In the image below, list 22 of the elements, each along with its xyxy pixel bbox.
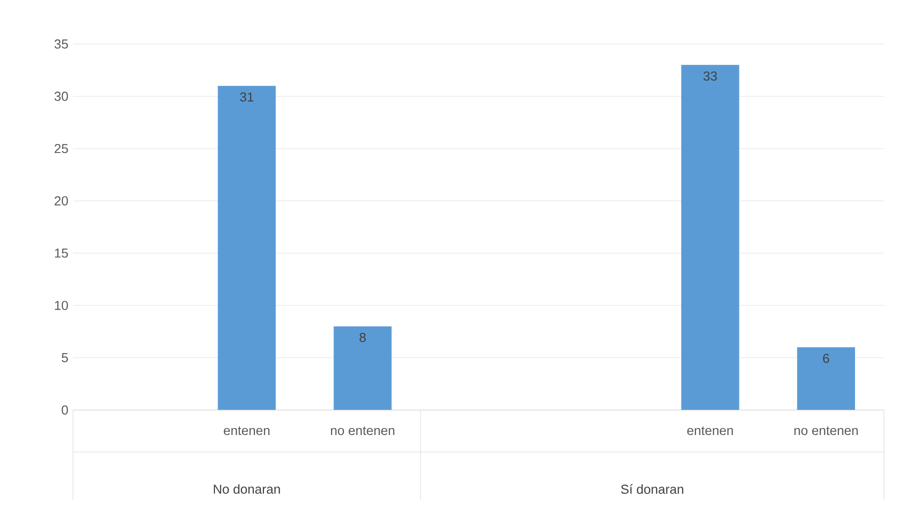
bar xyxy=(218,86,276,410)
bar xyxy=(797,347,856,410)
x-tick-label: entenen xyxy=(687,426,733,436)
y-tick-label: 20 xyxy=(54,196,68,206)
x-tick-label: no entenen xyxy=(330,426,394,436)
y-tick-label: 30 xyxy=(54,92,68,101)
x-tick-label: no entenen xyxy=(794,426,858,436)
y-tick-label: 10 xyxy=(54,300,68,310)
bar xyxy=(681,64,740,410)
bar xyxy=(334,326,392,410)
text: No donaran xyxy=(214,484,280,494)
x-tick-label: entenen xyxy=(224,426,270,436)
data-label: 33 xyxy=(703,71,717,81)
data-label: 31 xyxy=(240,92,254,102)
y-tick-label: 15 xyxy=(54,248,68,258)
y-tick-label: 0 xyxy=(62,405,68,415)
y-tick-label: 5 xyxy=(62,353,68,362)
data-label: 8 xyxy=(360,332,366,342)
y-tick-label: 25 xyxy=(54,144,68,154)
text: Sí donaran xyxy=(621,484,684,494)
y-tick-label: 35 xyxy=(54,39,68,49)
data-label: 6 xyxy=(823,354,830,363)
